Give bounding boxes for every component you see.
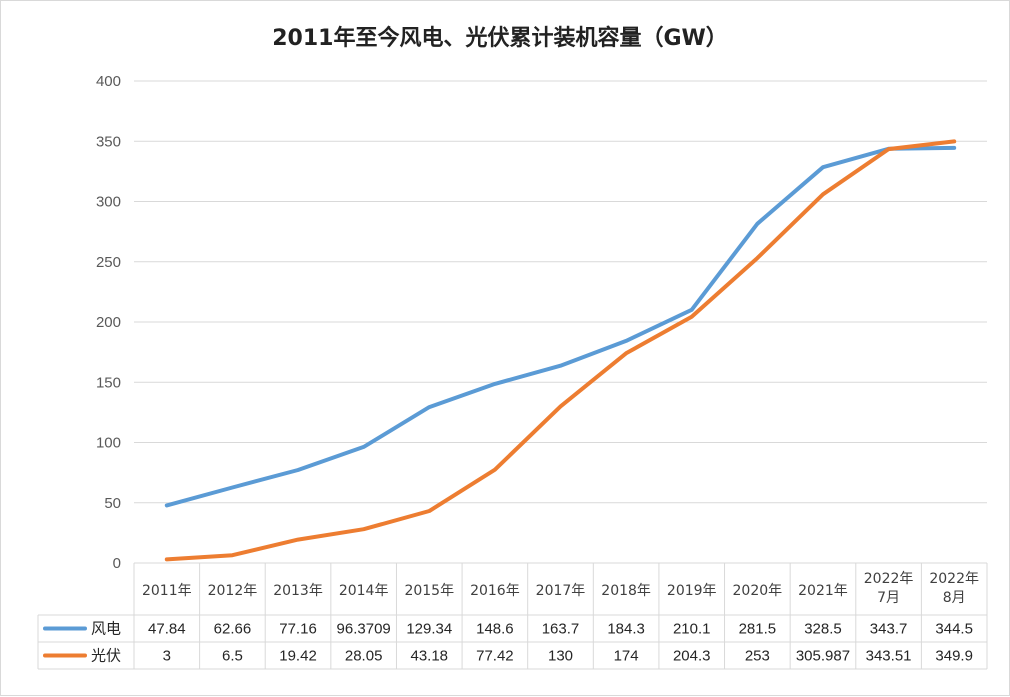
data-label: 204.3 <box>673 648 711 665</box>
x-category-label: 2013年 <box>273 583 323 599</box>
data-label: 3 <box>163 648 171 665</box>
data-label: 210.1 <box>673 621 711 638</box>
x-category-label: 2022年 <box>864 571 914 587</box>
data-point <box>427 509 431 513</box>
data-label: 6.5 <box>222 648 243 665</box>
data-label: 344.5 <box>935 621 973 638</box>
x-category-label: 2021年 <box>798 583 848 599</box>
data-label: 343.51 <box>866 648 912 665</box>
y-tick-label: 50 <box>104 495 121 512</box>
data-point <box>230 485 234 489</box>
data-label: 349.9 <box>935 648 973 665</box>
data-label: 305.987 <box>796 648 850 665</box>
data-point <box>624 339 628 343</box>
data-point <box>952 146 956 150</box>
data-label: 129.34 <box>406 621 452 638</box>
data-point <box>887 147 891 151</box>
x-category-label: 2014年 <box>339 583 389 599</box>
data-point <box>952 139 956 143</box>
data-label: 281.5 <box>739 621 777 638</box>
x-category-label: 2016年 <box>470 583 520 599</box>
y-tick-label: 400 <box>96 73 121 90</box>
data-point <box>755 256 759 260</box>
x-category-label: 2015年 <box>404 583 454 599</box>
data-point <box>821 165 825 169</box>
data-label: 96.3709 <box>337 621 391 638</box>
y-tick-label: 250 <box>96 254 121 271</box>
data-label: 174 <box>614 648 639 665</box>
y-tick-label: 100 <box>96 435 121 452</box>
data-point <box>493 382 497 386</box>
data-label: 184.3 <box>607 621 645 638</box>
data-point <box>362 445 366 449</box>
data-point <box>165 557 169 561</box>
data-point <box>296 538 300 542</box>
y-tick-label: 150 <box>96 374 121 391</box>
data-label: 47.84 <box>148 621 186 638</box>
x-category-label: 2012年 <box>208 583 258 599</box>
x-category-label: 7月 <box>877 590 900 606</box>
data-label: 328.5 <box>804 621 842 638</box>
chart-title: 2011年至今风电、光伏累计装机容量（GW） <box>272 25 728 51</box>
data-label: 77.42 <box>476 648 514 665</box>
x-category-label: 8月 <box>943 590 966 606</box>
data-label: 19.42 <box>279 648 317 665</box>
data-label: 43.18 <box>410 648 448 665</box>
data-label: 343.7 <box>870 621 908 638</box>
x-category-label: 2011年 <box>142 583 192 599</box>
data-point <box>821 192 825 196</box>
data-point <box>362 527 366 531</box>
y-tick-label: 200 <box>96 314 121 331</box>
data-point <box>755 222 759 226</box>
data-label: 77.16 <box>279 621 317 638</box>
data-point <box>296 468 300 472</box>
data-table: 2011年 2012年 2013年 2014年 2015年 2016年 2017年 2018年… <box>37 563 988 670</box>
y-tick-label: 350 <box>96 133 121 150</box>
data-point <box>165 503 169 507</box>
x-category-label: 2020年 <box>733 583 783 599</box>
data-point <box>427 405 431 409</box>
x-category-label: 2017年 <box>536 583 586 599</box>
data-label: 62.66 <box>214 621 252 638</box>
data-label: 253 <box>745 648 770 665</box>
data-point <box>230 553 234 557</box>
data-point <box>690 308 694 312</box>
data-label: 163.7 <box>542 621 580 638</box>
gridlines <box>134 80 987 564</box>
data-point <box>690 315 694 319</box>
legend-label-2: 光伏 <box>91 647 121 665</box>
legend-label-1: 风电 <box>91 620 121 638</box>
data-point <box>624 351 628 355</box>
data-label: 130 <box>548 648 573 665</box>
series-lines <box>164 139 957 562</box>
data-point <box>559 364 562 368</box>
y-axis: 0 50 100 150 200 250 300 350 400 <box>96 73 121 572</box>
y-tick-label: 0 <box>113 555 121 572</box>
series-line-2 <box>164 139 957 562</box>
y-tick-label: 300 <box>96 194 121 211</box>
x-category-label: 2022年 <box>929 571 979 587</box>
data-point <box>559 404 562 408</box>
x-category-label: 2018年 <box>601 583 651 599</box>
x-category-label: 2019年 <box>667 583 717 599</box>
data-label: 148.6 <box>476 621 514 638</box>
data-label: 28.05 <box>345 648 383 665</box>
data-point <box>493 468 497 472</box>
